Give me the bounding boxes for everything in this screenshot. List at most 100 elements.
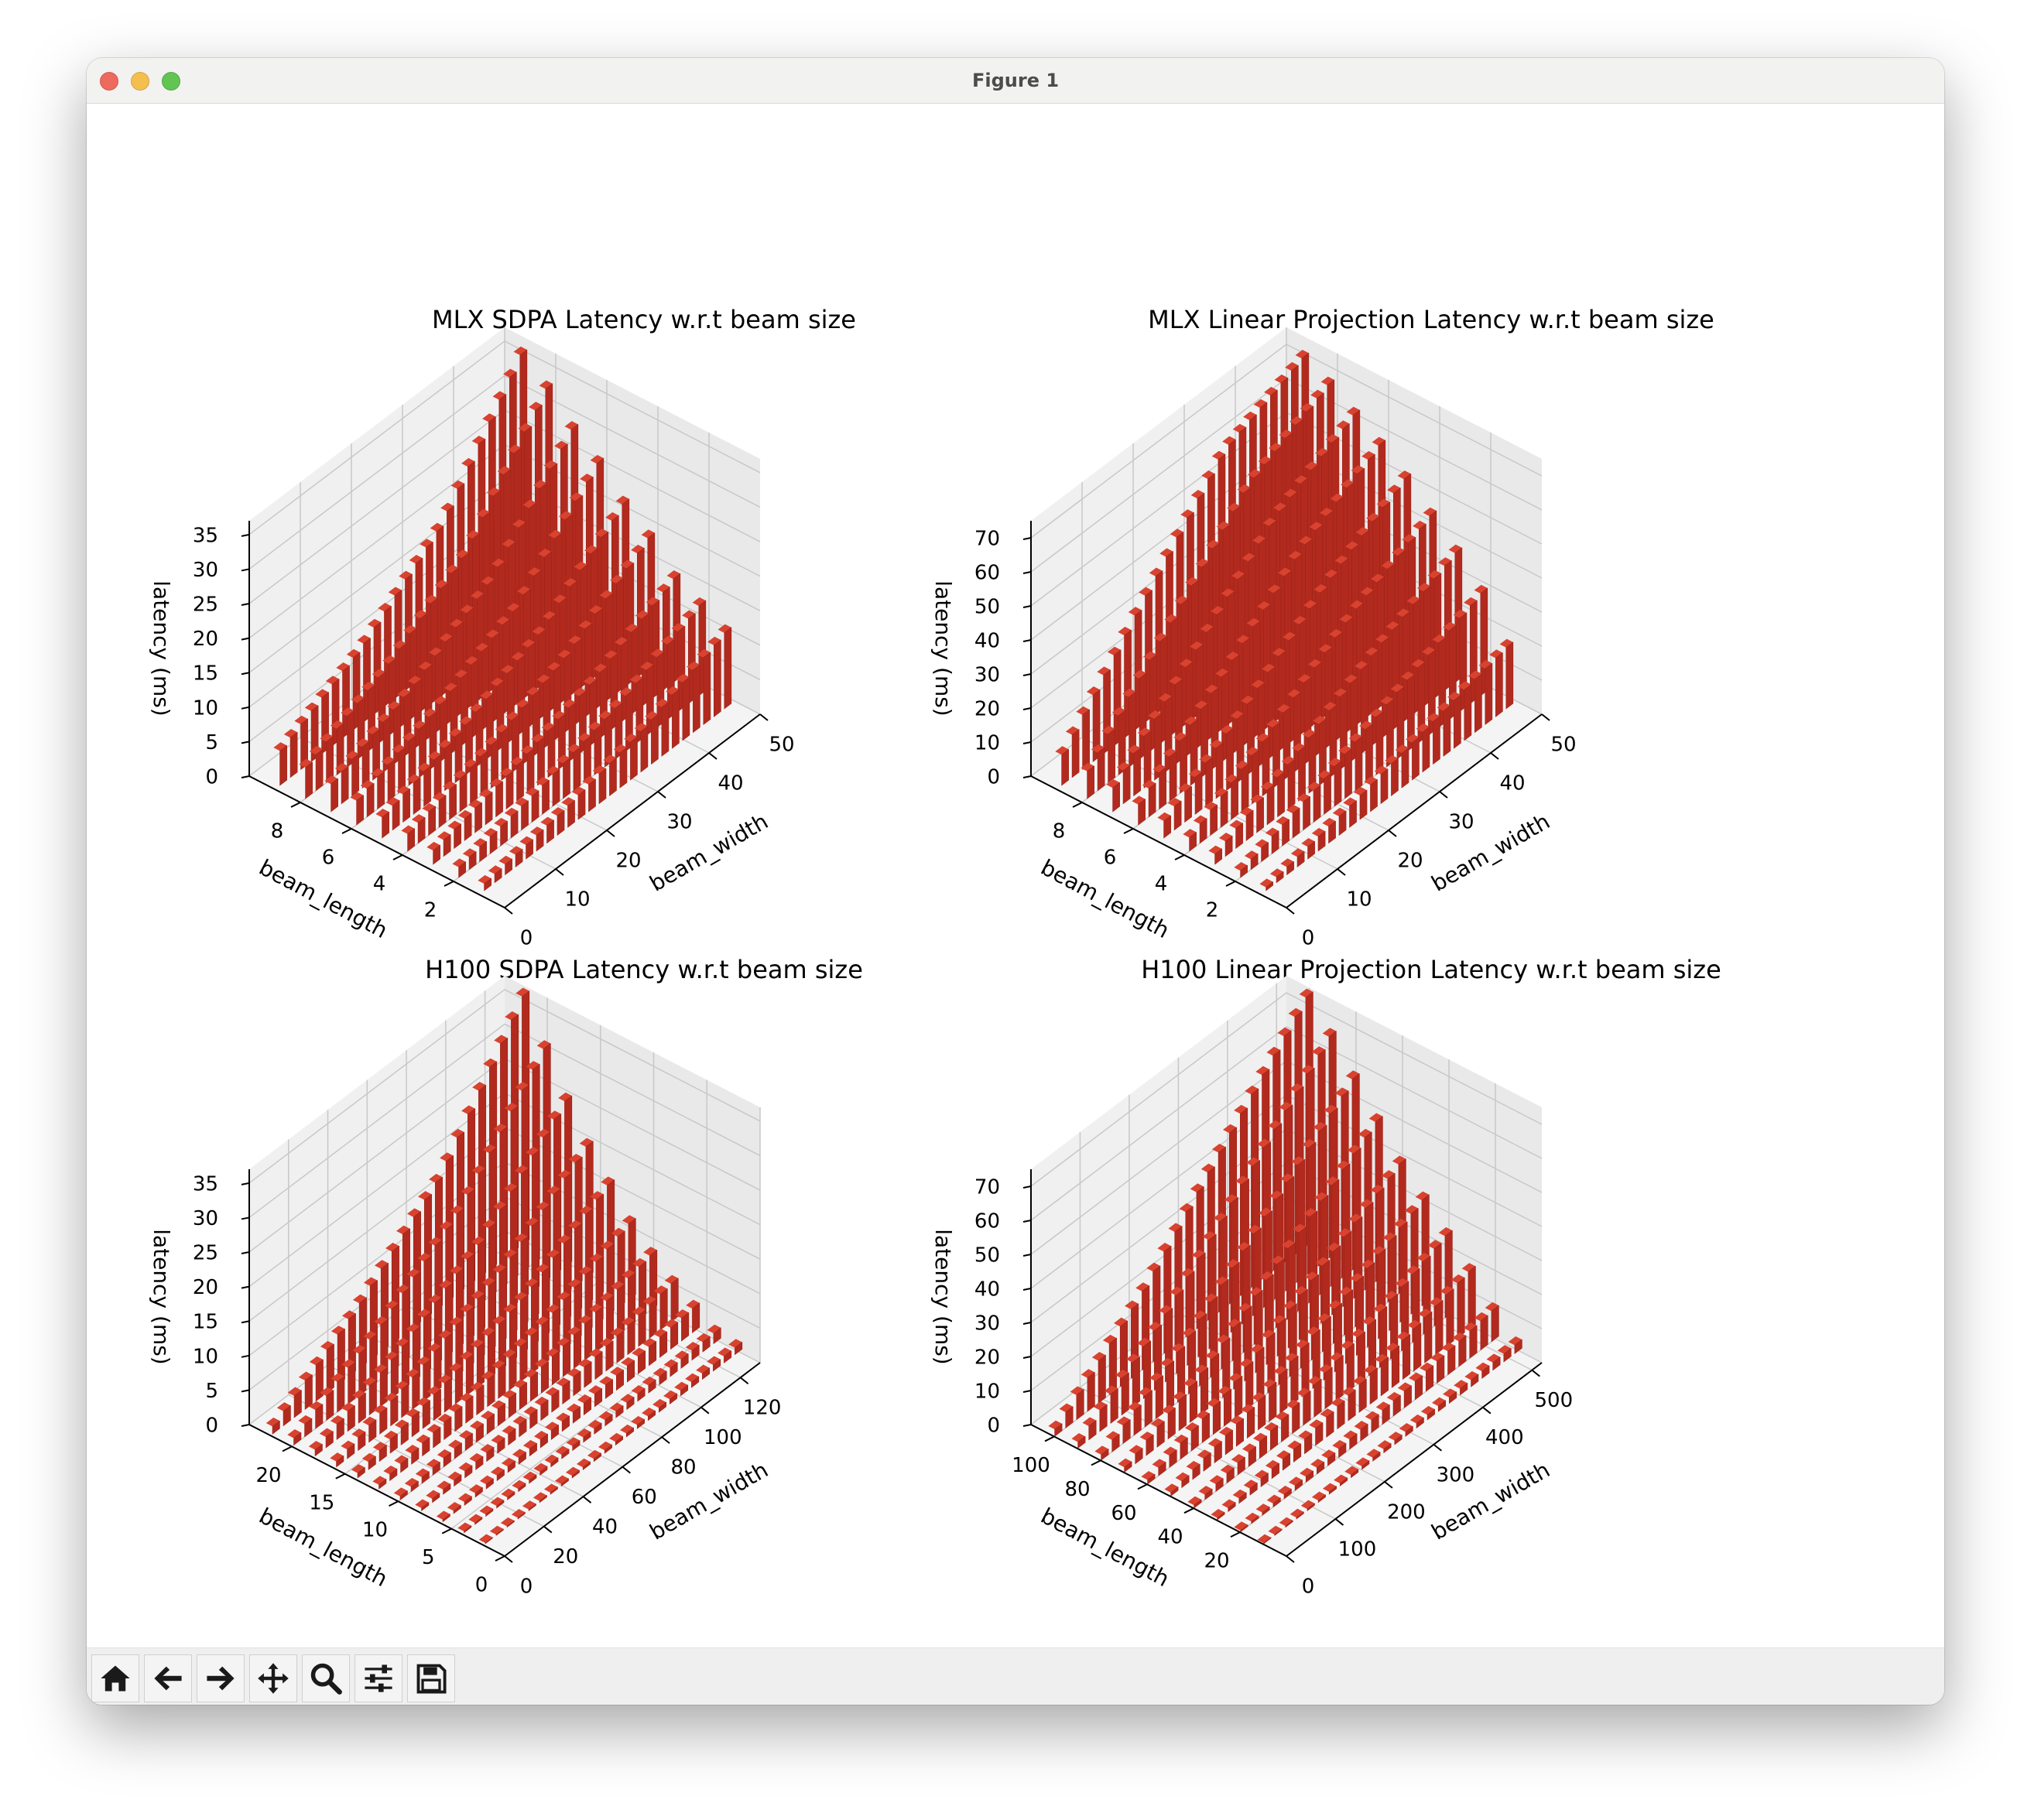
bar-top [1438, 557, 1452, 566]
bar [561, 1415, 570, 1432]
back-button[interactable] [144, 1654, 192, 1702]
bar-top [718, 624, 731, 633]
bar-top [624, 733, 638, 743]
bar-top [404, 1478, 419, 1487]
bar-top [375, 809, 389, 818]
bar [560, 1478, 569, 1487]
bar [400, 1422, 409, 1446]
pan-button[interactable] [249, 1654, 297, 1702]
bar-top [610, 1367, 624, 1376]
bar-top [653, 1285, 668, 1295]
bar-top [392, 640, 407, 649]
bar-top [1180, 1268, 1195, 1278]
bar-top [494, 1035, 508, 1044]
bar [1338, 810, 1347, 836]
bars [1048, 988, 1522, 1545]
grid-line [248, 340, 761, 535]
bar-top [1288, 550, 1302, 559]
home-button[interactable] [91, 1654, 139, 1702]
configure-subplots-button[interactable] [354, 1654, 402, 1702]
bar-top [1178, 783, 1192, 792]
y-tick [441, 1528, 452, 1534]
bar-top [478, 874, 491, 884]
bar-top [481, 1277, 496, 1286]
bar-top [1167, 798, 1182, 807]
bar [1266, 881, 1273, 891]
forward-icon [207, 1666, 235, 1691]
bar-top [1173, 732, 1187, 741]
bar-top [1274, 375, 1288, 384]
bar [1464, 683, 1472, 741]
x-tick-label: 30 [666, 811, 692, 834]
save-button[interactable] [407, 1654, 455, 1702]
bar [1485, 662, 1493, 726]
close-button[interactable] [100, 72, 118, 91]
minimize-button[interactable] [131, 72, 149, 91]
bar [479, 840, 487, 863]
forward-button[interactable] [197, 1654, 245, 1702]
bar-top [533, 480, 547, 489]
z-tick [1022, 537, 1032, 540]
bar-top [373, 1363, 388, 1374]
bar [546, 819, 554, 844]
x-tick-label: 80 [671, 1456, 697, 1480]
bar-top [1137, 727, 1152, 737]
bar [1328, 820, 1336, 844]
bar-top [1364, 776, 1378, 785]
bar-top [490, 1497, 504, 1507]
bar-top [655, 698, 669, 708]
bar-top [1417, 583, 1431, 592]
zoom-button[interactable] [302, 1654, 350, 1702]
bar [519, 1418, 527, 1438]
bar-top [512, 1449, 526, 1458]
bar-top [1313, 715, 1327, 724]
bar-top [437, 1480, 450, 1490]
x-tick [1482, 1406, 1492, 1415]
bar-top [1299, 988, 1313, 998]
z-tick [241, 1389, 250, 1393]
bar [305, 761, 313, 799]
bar-top [515, 1165, 529, 1174]
bar-top [1245, 1085, 1259, 1095]
maximize-button[interactable] [162, 72, 180, 91]
bar-top [1220, 724, 1234, 734]
bar-top [1200, 623, 1214, 633]
bar-top [674, 1350, 689, 1360]
bar-top [1295, 350, 1309, 359]
bar [358, 1347, 367, 1397]
bar-top [1448, 544, 1462, 553]
bar [1250, 853, 1259, 871]
bar-top [265, 1418, 280, 1427]
bar-top [1396, 608, 1410, 618]
bar-top [1059, 1403, 1074, 1413]
bar [594, 1387, 602, 1408]
bar-top [562, 699, 576, 708]
bar [1296, 850, 1305, 867]
bar-top [675, 1309, 689, 1319]
subplot-3: H100 SDPA Latency w.r.t beam size 0 20 40 60… [149, 955, 863, 1599]
bar-top [676, 673, 690, 683]
bar-top [577, 732, 591, 742]
bar [627, 1319, 635, 1356]
bar-top [1159, 1305, 1173, 1314]
x-tick-label: 40 [1499, 772, 1525, 795]
bar [464, 1432, 473, 1452]
bar-top [298, 1371, 313, 1381]
bar [421, 1471, 430, 1484]
bar-top [495, 724, 509, 733]
bar [1403, 1334, 1411, 1380]
chart-title: MLX SDPA Latency w.r.t beam size [432, 305, 856, 334]
bar-top [437, 1449, 451, 1459]
bar-top [491, 558, 505, 567]
bar [594, 1351, 603, 1380]
z-tick [241, 1354, 250, 1358]
bar-top [578, 620, 592, 629]
bar [1277, 771, 1285, 818]
bar-top [603, 754, 617, 764]
bar [638, 1309, 646, 1347]
bar-top [664, 1274, 679, 1285]
bar-top [519, 836, 533, 845]
bar-top [527, 567, 541, 576]
bar-top [615, 637, 628, 646]
bar [489, 830, 498, 854]
